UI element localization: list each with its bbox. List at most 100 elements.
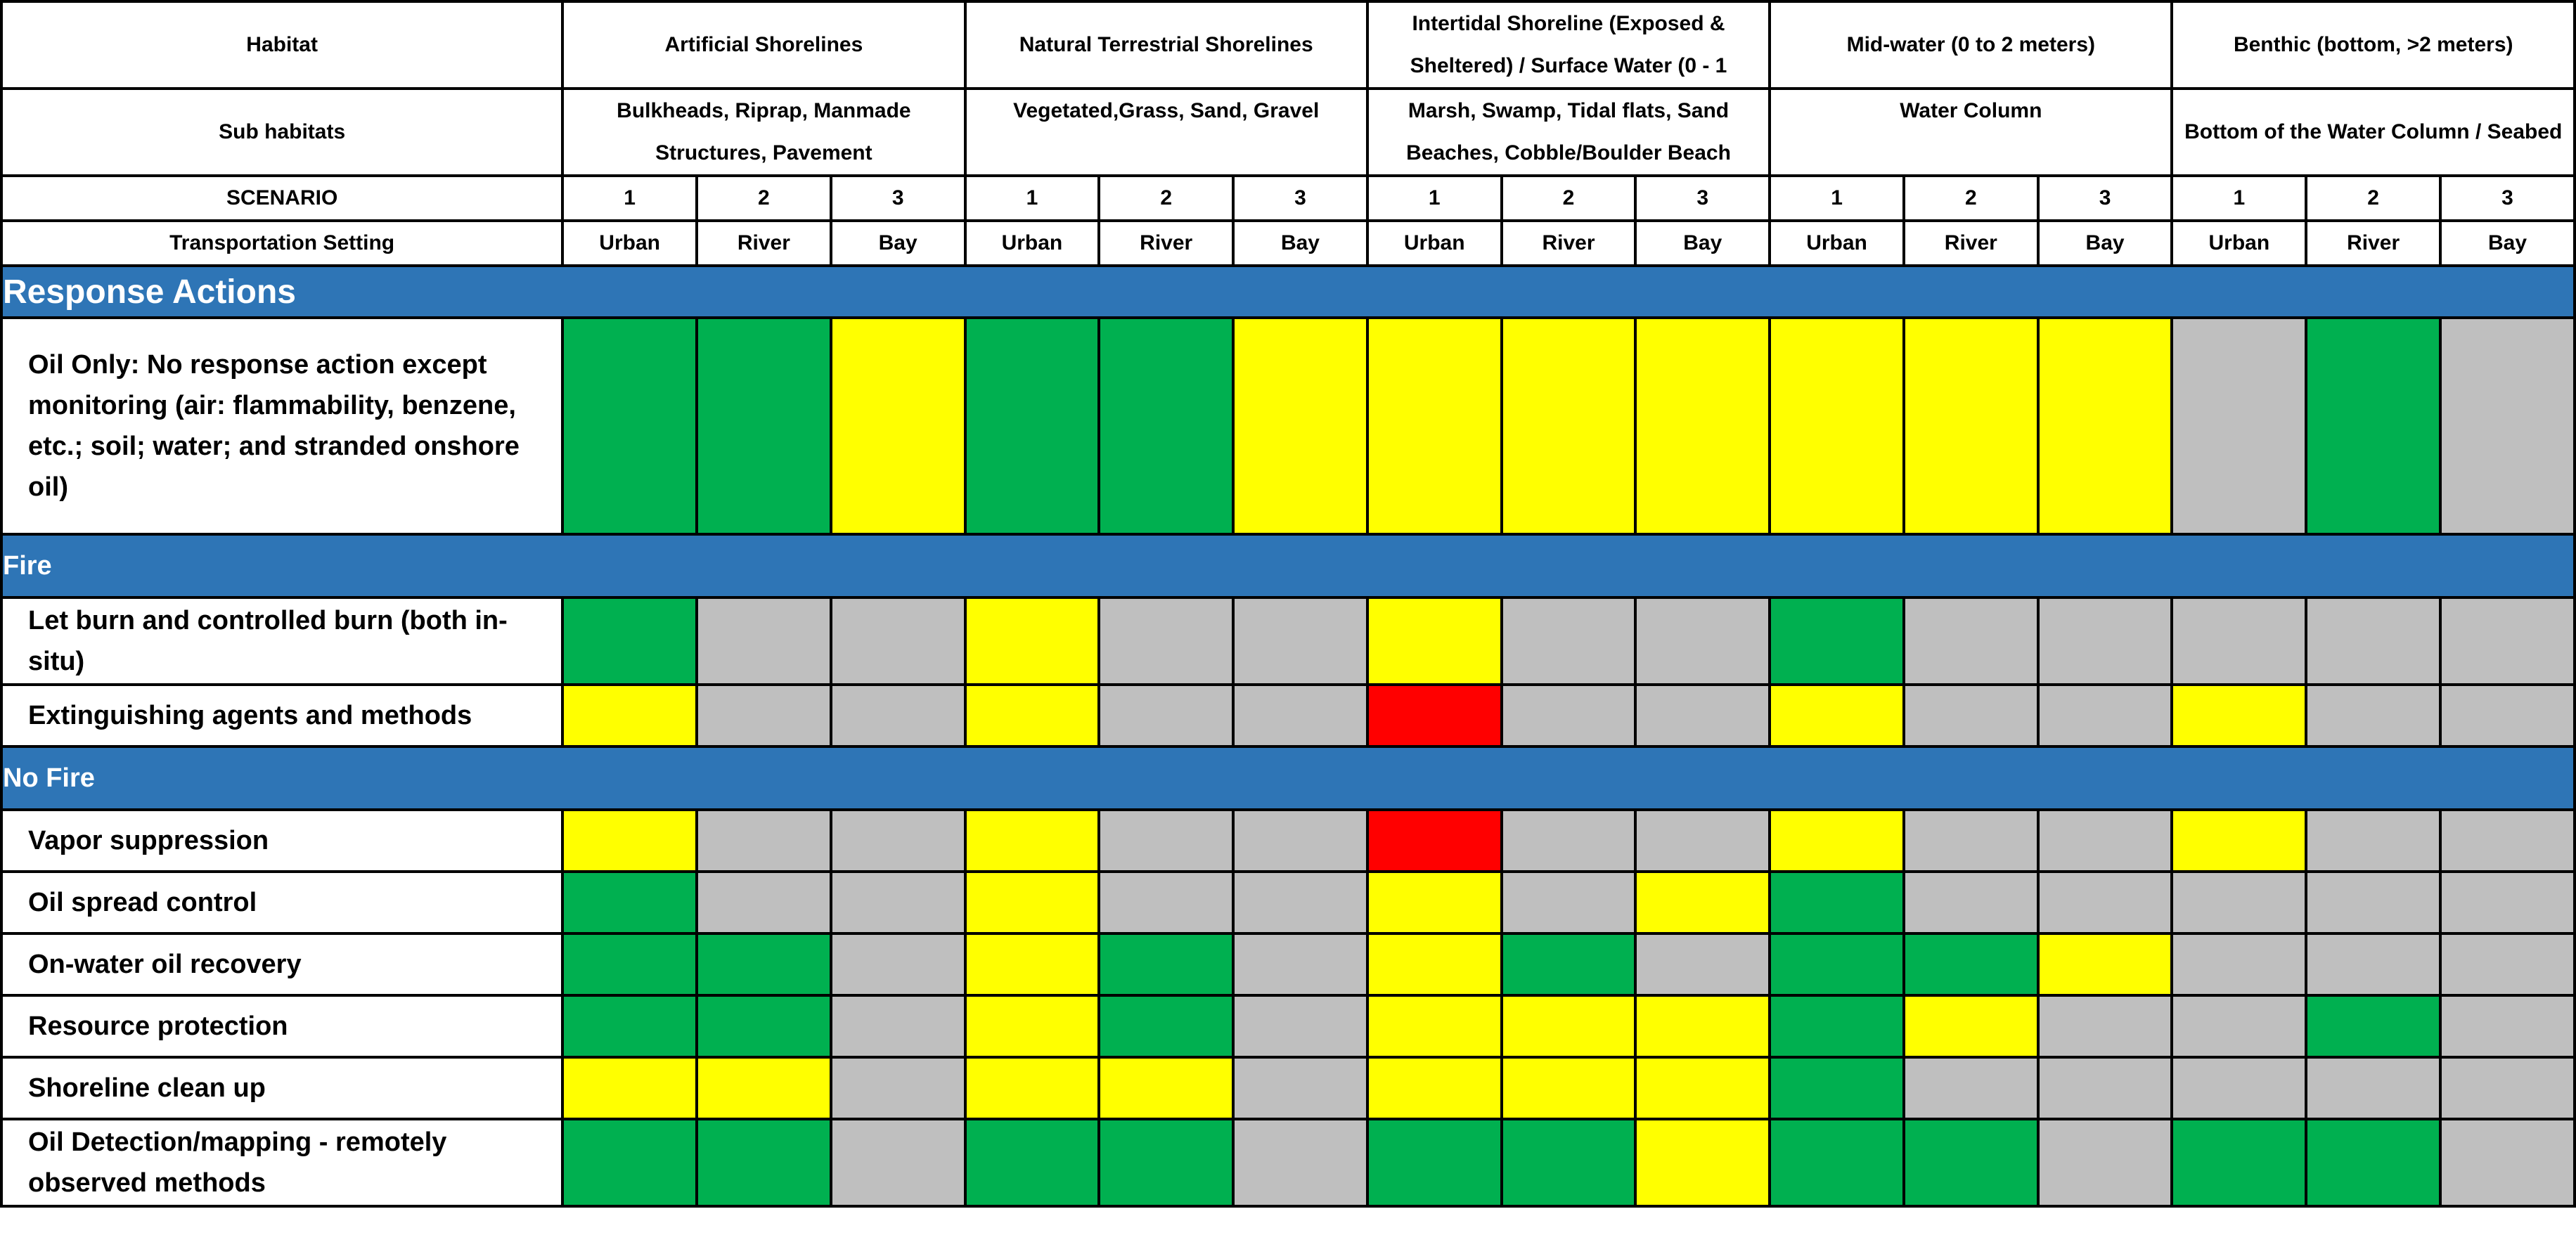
section-title: No Fire xyxy=(0,745,2576,811)
habitat-mid-water: Mid-water (0 to 2 meters) xyxy=(1768,0,2174,90)
response-action-row: On-water oil recovery xyxy=(0,932,2576,997)
rating-cell-gray xyxy=(829,994,967,1059)
transportation-setting-row: Transportation Setting Urban River Bay Urba… xyxy=(0,219,2576,267)
rating-cell-gray xyxy=(1232,1118,1369,1208)
response-action-label: Oil Only: No response action except moni… xyxy=(0,316,565,536)
rating-cell-gray xyxy=(1634,808,1772,873)
rating-cell-gray xyxy=(1500,808,1637,873)
habitat-artificial-shorelines: Artificial Shorelines xyxy=(561,0,967,90)
sub-habitat-artificial: Bulkheads, Riprap, Manmade Structures, P… xyxy=(561,87,967,177)
rating-cell-gray xyxy=(1232,596,1369,686)
rating-cell-yellow xyxy=(963,683,1101,748)
rating-cell-gray xyxy=(1232,932,1369,997)
rating-cell-yellow xyxy=(2170,808,2308,873)
rating-cell-green xyxy=(1097,1118,1235,1208)
habitat-natural-terrestrial-shorelines: Natural Terrestrial Shorelines xyxy=(963,0,1369,90)
scenario-number: 1 xyxy=(2170,174,2308,222)
rating-cell-green xyxy=(2170,1118,2308,1208)
rating-cell-gray xyxy=(829,1056,967,1120)
rating-cell-green xyxy=(1768,994,1905,1059)
scenario-number: 3 xyxy=(829,174,967,222)
rating-cell-gray xyxy=(2438,932,2576,997)
rating-cell-gray xyxy=(1902,596,2040,686)
rating-cell-yellow xyxy=(963,808,1101,873)
habitat-row: Habitat Artificial Shorelines Natural Te… xyxy=(0,0,2576,90)
rating-cell-gray xyxy=(1500,683,1637,748)
rating-cell-green xyxy=(1768,1056,1905,1120)
sub-habitats-header-label: Sub habitats xyxy=(0,87,565,177)
response-action-label: Oil Detection/mapping - remotely observe… xyxy=(0,1118,565,1208)
rating-cell-gray xyxy=(1500,870,1637,935)
rating-cell-gray xyxy=(2305,932,2442,997)
section-band: Fire xyxy=(0,533,2576,599)
rating-cell-green xyxy=(1768,596,1905,686)
section-band: Response Actions xyxy=(0,264,2576,319)
rating-cell-green xyxy=(2305,1118,2442,1208)
rating-cell-yellow xyxy=(963,596,1101,686)
rating-cell-gray xyxy=(2036,1056,2174,1120)
rating-cell-gray xyxy=(2438,596,2576,686)
response-action-row: Vapor suppression xyxy=(0,808,2576,873)
response-action-row: Shoreline clean up xyxy=(0,1056,2576,1120)
rating-cell-red xyxy=(1365,808,1503,873)
response-action-row: Oil Only: No response action except moni… xyxy=(0,316,2576,536)
scenario-number: 1 xyxy=(1365,174,1503,222)
rating-cell-gray xyxy=(1097,683,1235,748)
rating-cell-gray xyxy=(2170,932,2308,997)
rating-cell-gray xyxy=(2438,808,2576,873)
rating-cell-gray xyxy=(695,683,832,748)
response-action-label: Oil spread control xyxy=(0,870,565,935)
rating-cell-gray xyxy=(829,932,967,997)
scenario-number: 2 xyxy=(1902,174,2040,222)
sub-habitat-row: Sub habitats Bulkheads, Riprap, Manmade … xyxy=(0,87,2576,177)
rating-cell-yellow xyxy=(1365,994,1503,1059)
response-action-row: Oil Detection/mapping - remotely observe… xyxy=(0,1118,2576,1208)
rating-cell-yellow xyxy=(1365,870,1503,935)
rating-cell-green xyxy=(1097,316,1235,536)
rating-cell-green xyxy=(695,994,832,1059)
rating-cell-yellow xyxy=(1232,316,1369,536)
rating-cell-green xyxy=(561,932,699,997)
rating-cell-gray xyxy=(2036,596,2174,686)
rating-cell-gray xyxy=(1902,870,2040,935)
sub-habitat-natural: Vegetated,Grass, Sand, Gravel xyxy=(963,87,1369,177)
rating-cell-green xyxy=(2305,316,2442,536)
rating-cell-gray xyxy=(1097,870,1235,935)
rating-cell-green xyxy=(1902,1118,2040,1208)
scenario-number: 3 xyxy=(2438,174,2576,222)
rating-cell-yellow xyxy=(561,683,699,748)
transportation-setting-header-label: Transportation Setting xyxy=(0,219,565,267)
rating-cell-gray xyxy=(1902,1056,2040,1120)
rating-cell-yellow xyxy=(695,1056,832,1120)
response-action-label: Shoreline clean up xyxy=(0,1056,565,1120)
response-action-label: Extinguishing agents and methods xyxy=(0,683,565,748)
rating-cell-yellow xyxy=(1097,1056,1235,1120)
rating-cell-yellow xyxy=(1768,683,1905,748)
rating-cell-yellow xyxy=(1365,1056,1503,1120)
rating-cell-yellow xyxy=(2170,683,2308,748)
rating-cell-yellow xyxy=(1365,316,1503,536)
rating-cell-gray xyxy=(2170,994,2308,1059)
matrix-body: Habitat Artificial Shorelines Natural Te… xyxy=(0,0,2576,1208)
rating-cell-gray xyxy=(2036,870,2174,935)
habitat-intertidal-shoreline: Intertidal Shoreline (Exposed & Sheltere… xyxy=(1365,0,1772,90)
rating-cell-gray xyxy=(829,683,967,748)
rating-cell-green xyxy=(1768,870,1905,935)
rating-cell-gray xyxy=(695,870,832,935)
rating-cell-gray xyxy=(1500,596,1637,686)
transportation-setting: Urban xyxy=(963,219,1101,267)
rating-cell-yellow xyxy=(1634,1056,1772,1120)
rating-cell-gray xyxy=(2036,808,2174,873)
response-action-label: Resource protection xyxy=(0,994,565,1059)
scenario-number: 1 xyxy=(1768,174,1905,222)
rating-cell-green xyxy=(695,316,832,536)
section-title: Response Actions xyxy=(0,264,2576,319)
rating-cell-yellow xyxy=(2036,316,2174,536)
rating-cell-yellow xyxy=(561,1056,699,1120)
rating-cell-green xyxy=(1768,1118,1905,1208)
rating-cell-gray xyxy=(1232,1056,1369,1120)
rating-cell-yellow xyxy=(1634,870,1772,935)
rating-cell-green xyxy=(1902,932,2040,997)
rating-cell-green xyxy=(561,870,699,935)
rating-cell-green xyxy=(1500,1118,1637,1208)
